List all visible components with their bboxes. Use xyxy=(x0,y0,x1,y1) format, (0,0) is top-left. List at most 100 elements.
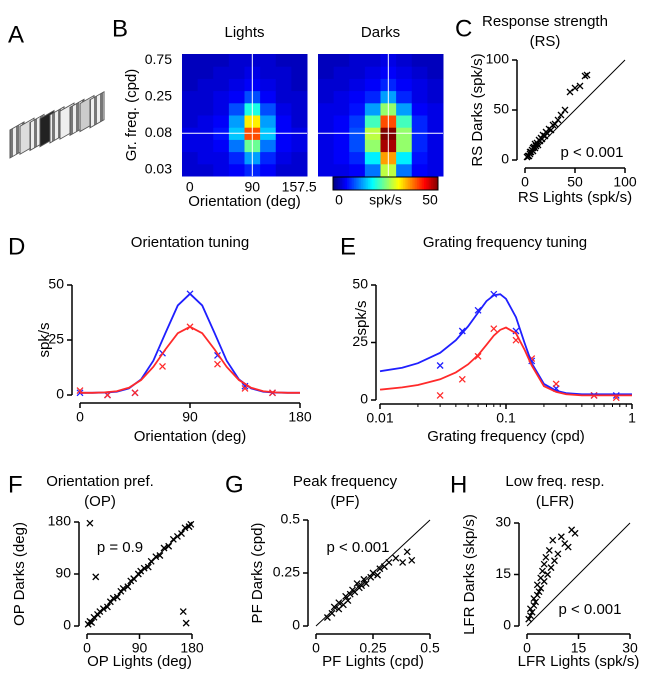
heatmap-cell xyxy=(228,102,245,116)
heatmap-cell xyxy=(213,90,230,104)
colorbar-label: spk/s xyxy=(369,192,402,208)
x-tick-label: 0.01 xyxy=(366,410,393,426)
heatmap-cell xyxy=(275,163,292,177)
scatter-point xyxy=(554,550,562,558)
colorbar-step xyxy=(424,177,427,190)
colorbar-step xyxy=(417,177,420,190)
heatmap-cell xyxy=(197,90,214,104)
scatter-point xyxy=(353,580,361,588)
heatmap-cell xyxy=(318,139,335,153)
colorbar-step xyxy=(403,177,406,190)
colorbar-step xyxy=(413,177,416,190)
fit-curve xyxy=(80,292,300,394)
y-tick-label: 15 xyxy=(495,565,511,581)
heatmap-cell xyxy=(228,66,245,79)
scatter-point xyxy=(187,520,195,528)
y-tick-label: 50 xyxy=(493,101,509,117)
heatmap-cell xyxy=(182,78,199,92)
x-tick-label: 0.25 xyxy=(359,640,386,656)
heatmap-cell xyxy=(349,78,366,92)
data-point xyxy=(436,362,444,369)
colorbar-step xyxy=(382,177,385,190)
scatter-point xyxy=(551,557,558,565)
scatter-point xyxy=(537,584,545,592)
heatmap-cell xyxy=(260,163,277,177)
scatter-point xyxy=(571,84,579,92)
chart-title: (OP) xyxy=(84,493,116,510)
scatter-point xyxy=(344,597,352,605)
y-tick-label: 50 xyxy=(48,276,64,292)
chart-title: Peak frequency xyxy=(293,473,398,490)
scatter-point xyxy=(547,126,555,134)
y-axis-label: RS Darks (spk/s) xyxy=(469,53,486,166)
heatmap-cell xyxy=(275,115,292,128)
colorbar-step xyxy=(380,177,383,190)
colorbar-step xyxy=(399,177,402,190)
scatter-point xyxy=(525,615,533,623)
colorbar-step xyxy=(343,177,346,190)
colorbar-step xyxy=(408,177,411,190)
heatmap-cell xyxy=(291,78,308,92)
panel-label: A xyxy=(8,21,24,48)
heatmap-cell xyxy=(318,115,335,128)
map-title: Lights xyxy=(224,24,264,41)
data-point xyxy=(552,380,560,388)
scatter-point xyxy=(532,598,540,606)
heatmap-cell xyxy=(396,151,413,165)
y-tick-label: 50 xyxy=(352,276,368,292)
y-tick-label: 0 xyxy=(63,617,71,633)
scatter-point xyxy=(182,619,190,627)
heatmap-cell xyxy=(197,163,214,177)
heatmap-cell xyxy=(396,78,413,92)
colorbar-step xyxy=(371,177,374,190)
panel-label: D xyxy=(8,233,25,260)
heatmap-cell xyxy=(333,90,350,104)
scatter-point xyxy=(549,536,557,544)
colorbar-step xyxy=(401,177,404,190)
y-tick-label: 0.25 xyxy=(273,564,300,580)
heatmap-cell xyxy=(427,78,444,92)
scatter-point xyxy=(86,519,94,527)
y-tick-label: 0.75 xyxy=(145,51,172,67)
y-tick-label: 25 xyxy=(48,331,64,347)
y-tick-label: 90 xyxy=(55,565,71,581)
scatter-point xyxy=(576,82,584,90)
heatmap-cell xyxy=(197,66,214,79)
heatmap-cell xyxy=(411,54,428,67)
heatmap-cell xyxy=(228,139,245,153)
colorbar-step xyxy=(338,177,341,190)
colorbar-step xyxy=(369,177,372,190)
scatter-point xyxy=(369,569,377,577)
panel-label: E xyxy=(340,233,356,260)
heatmap-cell xyxy=(396,102,413,116)
scatter-point xyxy=(564,543,572,551)
colorbar-step xyxy=(394,177,397,190)
y-tick-label: 0 xyxy=(56,386,64,402)
colorbar-step xyxy=(411,177,414,190)
heatmap-cell xyxy=(427,54,444,67)
scatter-point xyxy=(376,565,384,573)
heatmap-cell xyxy=(182,90,199,104)
x-axis-label: RS Lights (spk/s) xyxy=(518,189,632,206)
heatmap-cell xyxy=(411,163,428,177)
chart-title: (PF) xyxy=(330,493,359,510)
heatmap-cell xyxy=(182,66,199,79)
annotation: p < 0.001 xyxy=(559,601,622,618)
heatmap-cell xyxy=(275,90,292,104)
colorbar-step xyxy=(375,177,378,190)
x-tick-label: 90 xyxy=(182,409,198,425)
x-tick-label: 180 xyxy=(180,640,204,656)
heatmap-cell xyxy=(411,151,428,165)
heatmap-cell xyxy=(333,151,350,165)
colorbar-step xyxy=(354,177,357,190)
scatter-point xyxy=(109,594,117,602)
scatter-point xyxy=(528,608,536,616)
colorbar-step xyxy=(434,177,437,190)
colorbar-step xyxy=(415,177,418,190)
heatmap-cell xyxy=(291,163,308,177)
scatter-point xyxy=(557,533,565,541)
heatmap-cell xyxy=(260,151,277,165)
heatmap-cell xyxy=(318,66,335,79)
colorbar-step xyxy=(383,177,386,190)
